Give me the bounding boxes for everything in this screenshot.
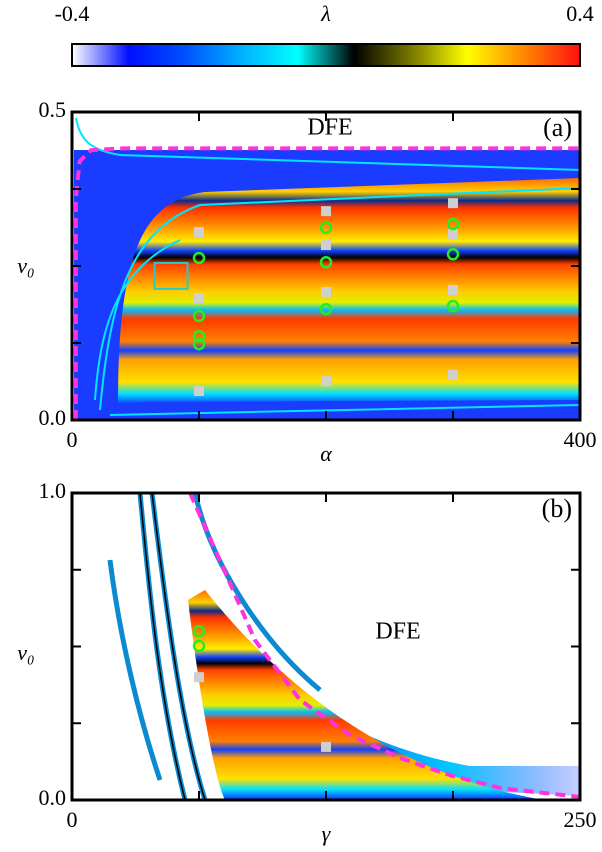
square-marker [321, 741, 331, 752]
circle-marker [192, 624, 206, 638]
square-marker [194, 672, 204, 683]
x-tick-label: 0 [67, 807, 78, 832]
square-marker [321, 240, 331, 251]
panel-label: (b) [542, 494, 572, 523]
square-marker [321, 286, 331, 297]
square-marker [448, 198, 458, 209]
square-marker [448, 370, 458, 381]
colorbar-label: λ [320, 1, 331, 26]
circle-marker [319, 256, 333, 269]
circle-marker [192, 251, 206, 265]
x-tick-label: 400 [564, 427, 597, 452]
square-marker [448, 285, 458, 296]
boundary-line [73, 146, 580, 420]
highlight-box [153, 261, 189, 290]
x-tick-label: 250 [564, 807, 597, 832]
square-marker [448, 228, 458, 239]
heatmap-region [118, 178, 580, 405]
colorbar-tick-label: -0.4 [55, 1, 90, 26]
circle-marker [192, 639, 206, 653]
circle-marker [192, 337, 206, 351]
square-marker [194, 293, 204, 304]
colorbar [71, 43, 581, 67]
y-tick-label: 0.0 [39, 405, 67, 430]
square-marker [321, 376, 331, 387]
heatmap-contour [139, 492, 206, 801]
circle-marker [192, 309, 206, 323]
region-label: DFE [375, 619, 420, 645]
square-marker [194, 386, 204, 397]
y-tick-label: 0.0 [39, 785, 67, 810]
square-marker [321, 206, 331, 217]
x-axis-label: α [320, 441, 332, 466]
circle-marker [192, 329, 206, 343]
x-tick-label: 0 [67, 427, 78, 452]
y-axis-label: v₀ [17, 253, 34, 278]
circle-marker [446, 217, 460, 231]
square-marker [194, 227, 204, 238]
colorbar-tick-label: 0.4 [566, 1, 594, 26]
region-label: DFE [307, 115, 352, 141]
boundary-line [188, 492, 581, 799]
circle-marker [446, 248, 460, 261]
y-tick-label: 0.5 [39, 97, 67, 122]
heatmap-contour [75, 117, 581, 416]
circle-marker [446, 299, 460, 313]
panel-label: (a) [543, 113, 572, 142]
x-axis-label: γ [322, 821, 332, 846]
y-axis-label: v₀ [17, 640, 34, 665]
y-tick-label: 1.0 [39, 478, 67, 503]
heatmap-region [188, 590, 545, 800]
circle-marker [319, 221, 333, 235]
circle-marker [319, 302, 333, 316]
